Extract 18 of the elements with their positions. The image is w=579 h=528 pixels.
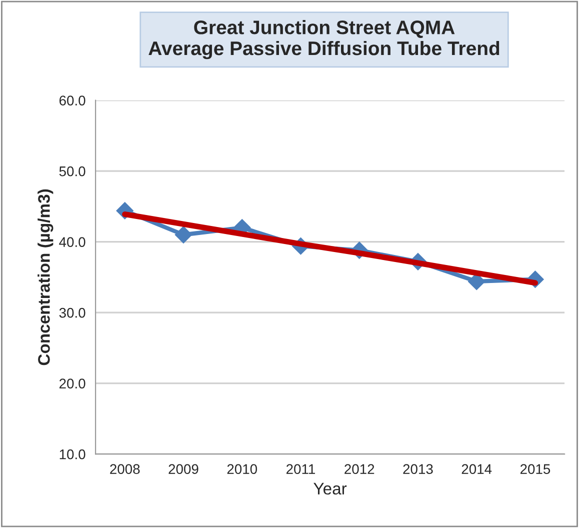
y-axis-title: Concentration (µg/m3) — [38, 189, 54, 366]
point — [174, 226, 192, 244]
x-tick-label: 2015 — [520, 464, 550, 474]
y-tick-label: 10.0 — [60, 449, 86, 460]
x-tick-label: 2008 — [110, 464, 140, 474]
y-tick-label: 50.0 — [59, 166, 86, 176]
x-tick-label: 2010 — [227, 464, 257, 474]
y-tick-label: 60.0 — [59, 96, 86, 106]
y-tick-label: 40.0 — [59, 237, 86, 247]
chart-title: Great Junction Street AQMA Average Passive Diffusion Tube Trend — [148, 20, 500, 60]
x-tick-label: 2009 — [168, 464, 198, 474]
x-tick-label: 2012 — [344, 464, 374, 474]
y-tick-label: 20.0 — [59, 378, 86, 388]
x-tick-label: 2011 — [286, 464, 315, 474]
x-tick-label: 2013 — [403, 464, 433, 474]
y-tick-label: 30.0 — [59, 308, 86, 318]
x-axis-title: Year — [314, 482, 347, 495]
x-tick-label: 2014 — [462, 464, 492, 474]
